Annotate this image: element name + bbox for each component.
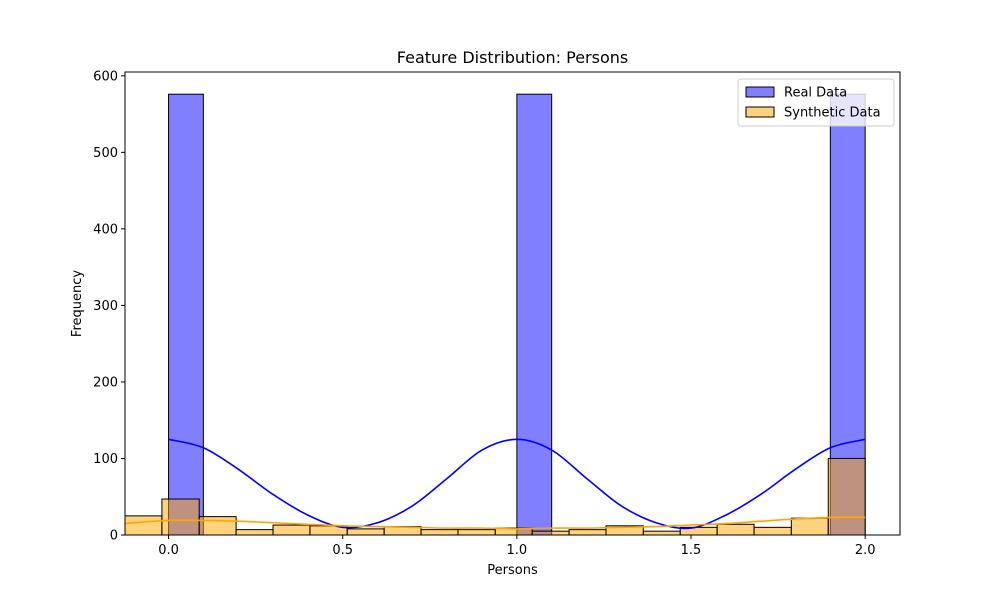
synthetic-data-bar-4 bbox=[272, 524, 311, 536]
kde-curves bbox=[124, 438, 866, 530]
x-tick-label: 0.0 bbox=[158, 543, 179, 558]
legend-box bbox=[737, 78, 895, 127]
x-axis-ticks: 0.0 0.5 1.0 1.5 2.0 bbox=[158, 535, 876, 558]
legend-label-real-data: Real Data bbox=[784, 86, 847, 101]
y-tick-label: 400 bbox=[93, 222, 118, 237]
y-tick-label: 0 bbox=[110, 529, 118, 544]
y-tick-label: 100 bbox=[93, 452, 118, 467]
legend-swatch-real-data bbox=[745, 86, 775, 98]
real-data-bar-0 bbox=[168, 93, 204, 536]
x-tick-label: 2.0 bbox=[855, 543, 876, 558]
synthetic-data-bar-8 bbox=[420, 529, 459, 536]
synthetic-data-bar-11 bbox=[531, 530, 570, 536]
synthetic-data-bar-16 bbox=[716, 523, 755, 536]
synthetic-data-bar-9 bbox=[457, 529, 496, 536]
y-axis-label: Frequency bbox=[70, 270, 85, 337]
real-data-bars bbox=[168, 93, 866, 536]
x-tick-label: 1.0 bbox=[507, 543, 528, 558]
x-tick-label: 0.5 bbox=[332, 543, 353, 558]
legend-swatch-synthetic-data bbox=[745, 106, 775, 118]
x-tick-label: 1.5 bbox=[681, 543, 702, 558]
synthetic-data-bar-19 bbox=[827, 457, 866, 536]
y-tick-label: 500 bbox=[93, 146, 118, 161]
synthetic-data-bar-3 bbox=[235, 529, 274, 536]
synthetic-data-bar-6 bbox=[346, 528, 385, 536]
synthetic-data-bar-12 bbox=[568, 529, 607, 536]
synthetic-data-bar-18 bbox=[790, 517, 829, 536]
synthetic-data-kde-line bbox=[124, 516, 866, 530]
real-data-kde-line bbox=[168, 438, 866, 530]
y-tick-label: 200 bbox=[93, 375, 118, 390]
legend: Real Data Synthetic Data bbox=[737, 78, 895, 127]
synthetic-data-bar-0 bbox=[124, 515, 163, 536]
legend-label-synthetic-data: Synthetic Data bbox=[784, 106, 881, 121]
y-tick-label: 600 bbox=[93, 69, 118, 84]
plot-area-frame bbox=[124, 71, 901, 536]
synthetic-data-bar-17 bbox=[753, 526, 792, 536]
real-data-bar-10 bbox=[516, 93, 553, 536]
chart-title: Feature Distribution: Persons bbox=[397, 48, 628, 67]
x-axis-label: Persons bbox=[487, 563, 538, 578]
y-tick-label: 300 bbox=[93, 299, 118, 314]
synthetic-data-bar-1 bbox=[161, 498, 200, 536]
synthetic-data-bar-2 bbox=[198, 516, 237, 536]
y-axis-ticks: 0 100 200 300 400 500 600 bbox=[93, 69, 125, 544]
synthetic-data-bar-14 bbox=[642, 530, 681, 536]
synthetic-data-bars bbox=[124, 457, 866, 536]
